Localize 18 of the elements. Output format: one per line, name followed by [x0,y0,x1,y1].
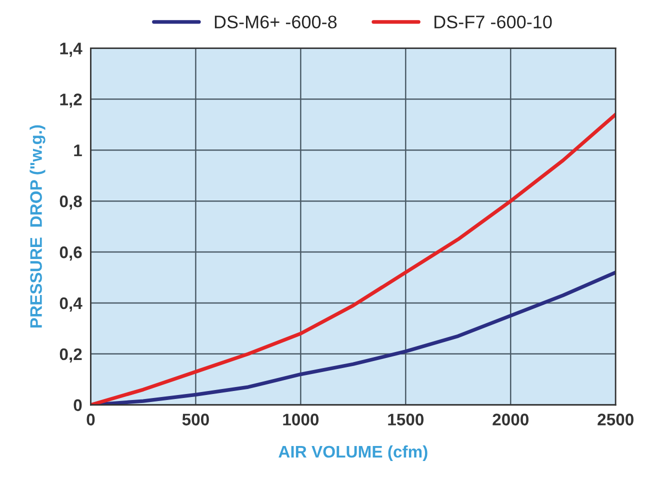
y-tick-label: 0 [74,399,82,412]
x-axis-title: AIR VOLUME (cfm) [278,445,428,461]
x-tick-label: 1500 [388,414,424,426]
x-tick-label: 500 [182,414,209,426]
y-tick-label: 1,2 [60,94,82,108]
y-tick-label: 0,6 [60,246,82,261]
y-tick-label: 0,2 [60,348,82,363]
y-axis-title: PRESSURE DROP ("w.g.) [30,125,46,328]
legend-label: DS-M6+ -600-8 [214,16,337,28]
y-tick-label: 1 [74,144,82,156]
x-tick-label: 2000 [492,414,528,426]
legend-label: DS-F7 -600-10 [434,16,552,28]
y-tick-label: 0,4 [60,297,82,312]
x-tick-label: 2500 [598,414,634,426]
x-tick-label: 0 [86,414,95,426]
y-tick-label: 1,4 [60,42,82,57]
y-tick-label: 0,8 [60,195,82,210]
x-tick-label: 1000 [283,414,319,426]
